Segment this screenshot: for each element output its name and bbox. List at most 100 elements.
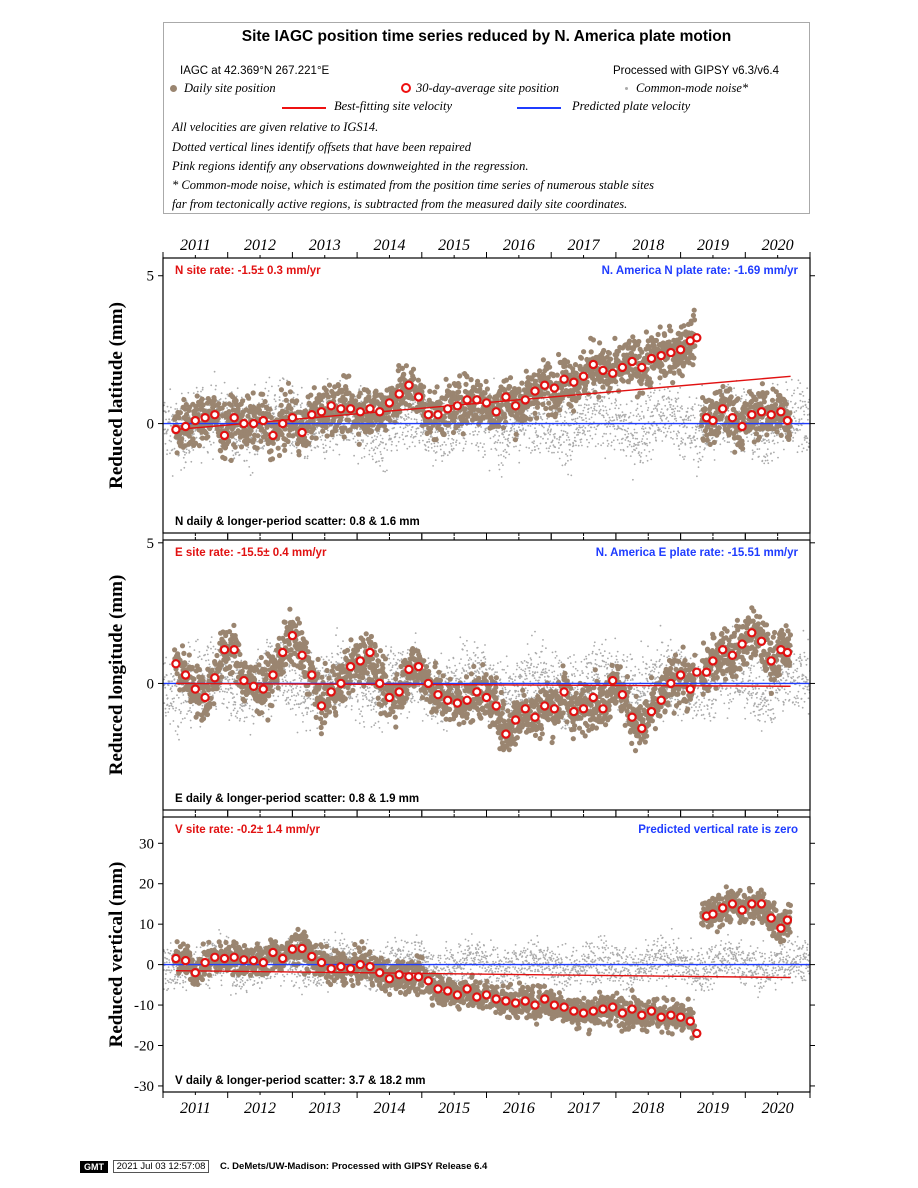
common-mode-point [441,460,444,462]
daily-position-point [740,446,746,452]
common-mode-point [235,438,238,441]
common-mode-point [187,391,190,394]
common-mode-point [624,413,627,416]
common-mode-point [458,432,460,435]
daily-position-point [707,441,713,447]
common-mode-point [549,445,552,447]
common-mode-point [655,439,658,442]
daily-position-point [194,406,200,412]
common-mode-point [168,439,171,442]
common-mode-point [324,444,327,447]
common-mode-point [169,435,172,437]
common-mode-point [681,408,684,410]
daily-position-point [546,400,552,406]
daily-position-point [496,423,502,429]
common-mode-point [582,425,585,427]
common-mode-point [495,449,498,451]
common-mode-point [581,426,583,429]
common-mode-point [386,449,389,451]
common-mode-point [588,418,591,420]
daily-position-point [240,398,246,404]
common-mode-point [323,451,325,454]
daily-position-point [507,384,513,390]
daily-position-point [313,435,319,441]
common-mode-point [713,449,715,451]
common-mode-point [584,433,586,436]
common-mode-point [584,396,587,398]
common-mode-point [403,417,405,420]
common-mode-point [503,436,505,438]
common-mode-point [635,409,638,412]
common-mode-point [564,430,567,433]
daily-position-point [264,431,270,438]
common-mode-point [402,438,405,441]
common-mode-point [237,451,240,454]
common-mode-point [575,444,577,447]
common-mode-point [765,453,768,456]
common-mode-point [638,419,641,422]
common-mode-point [224,397,227,400]
daily-position-point [190,436,196,442]
common-mode-point [404,414,407,416]
common-mode-point [561,451,563,454]
common-mode-point [662,399,665,401]
common-mode-point [655,405,658,408]
daily-position-point [568,403,574,409]
common-mode-point [768,441,771,444]
common-mode-point [180,469,183,471]
common-mode-point [683,458,685,460]
common-mode-point [591,437,594,440]
common-mode-point [680,443,682,445]
common-mode-point [266,394,269,397]
common-mode-point [300,386,303,389]
common-mode-point [360,457,363,459]
common-mode-point [560,429,563,432]
daily-position-point [509,412,515,418]
common-mode-point [617,407,620,410]
common-mode-point [747,440,749,442]
common-mode-point [483,443,485,445]
daily-position-point [193,440,199,446]
common-mode-point [652,449,654,451]
daily-position-point [540,401,546,407]
common-mode-point [653,421,656,423]
daily-position-point [502,414,508,420]
daily-position-point [326,382,333,388]
common-mode-point [646,431,648,434]
common-mode-point [293,392,295,394]
common-mode-point [390,443,393,446]
common-mode-point [606,439,609,442]
common-mode-point [267,390,270,392]
common-mode-point [805,437,807,440]
common-mode-point [337,402,340,404]
common-mode-point [166,449,169,451]
common-mode-point [370,447,373,449]
common-mode-point [766,448,769,451]
common-mode-point [583,430,586,433]
common-mode-point [698,429,701,432]
daily-position-point [259,402,265,408]
common-mode-point [638,454,641,457]
common-mode-point [790,400,792,403]
daily-position-point [716,429,722,435]
daily-position-point [657,375,663,381]
common-mode-point [698,451,701,454]
legend-note: * Common-mode noise, which is estimated … [172,178,655,192]
daily-position-point [290,433,296,439]
common-mode-point [203,446,206,449]
common-mode-point [525,446,528,449]
daily-position-point [339,387,345,393]
daily-position-point [732,449,738,455]
common-mode-point [790,378,793,381]
common-mode-point [181,419,183,421]
common-mode-point [428,440,431,443]
common-mode-point [557,441,560,444]
common-mode-point [603,432,605,435]
daily-position-point [246,395,252,401]
predicted-velocity-swatch [517,107,561,109]
common-mode-point [691,426,694,429]
common-mode-point [292,396,295,399]
common-mode-point [693,416,696,419]
common-mode-point [541,418,544,421]
common-mode-point [190,460,193,463]
